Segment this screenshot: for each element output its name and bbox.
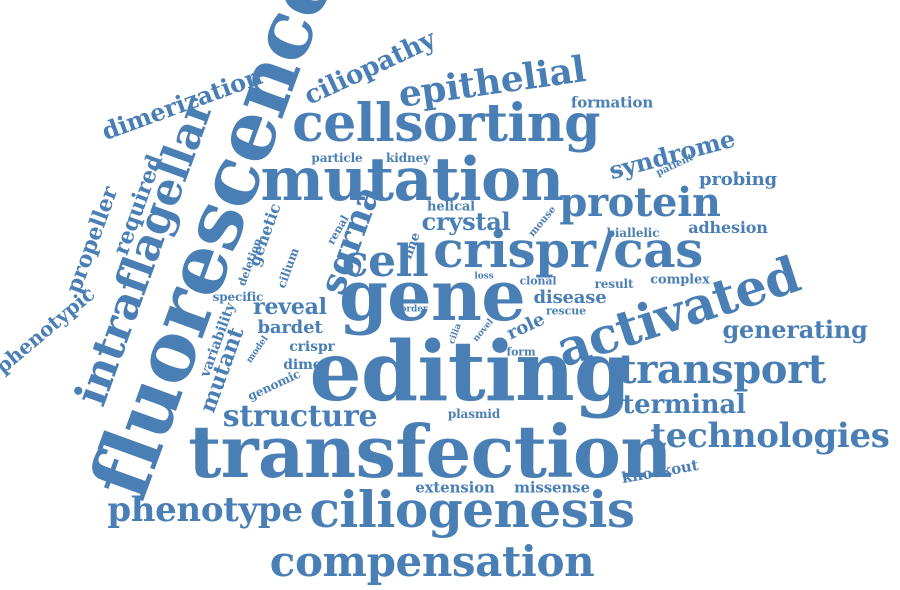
word: order — [400, 304, 428, 315]
word: mutation — [260, 145, 564, 215]
word: rescue — [545, 304, 587, 318]
word: structure — [222, 399, 378, 434]
word: loss — [474, 271, 494, 282]
word: probing — [699, 169, 777, 190]
word: adhesion — [688, 218, 768, 237]
word: dimer — [283, 357, 329, 373]
word: cellsorting — [292, 93, 600, 154]
word: particle — [311, 151, 363, 165]
word: crispr/cas — [433, 220, 703, 279]
word: form — [506, 345, 536, 359]
word: terminal — [622, 390, 746, 420]
word: missense — [514, 478, 590, 497]
word: gene — [338, 254, 526, 337]
word: kidney — [386, 151, 430, 165]
word: helical — [427, 199, 475, 215]
word: technologies — [650, 416, 890, 456]
word: cilium — [274, 246, 302, 290]
word: result — [594, 277, 634, 291]
word: extension — [415, 478, 495, 497]
word: cell — [341, 236, 429, 287]
word: genomic — [245, 366, 303, 404]
word: transfection — [188, 409, 672, 494]
word: plasmid — [447, 407, 501, 421]
word: bardet — [257, 317, 323, 338]
word: model — [244, 334, 271, 366]
word: compensation — [269, 537, 595, 586]
word: phenotype — [107, 490, 303, 530]
word: protein — [559, 179, 721, 226]
word: formation — [570, 93, 654, 112]
word: crystal — [421, 207, 511, 236]
word: reveal — [253, 294, 327, 320]
word: generating — [722, 315, 868, 344]
word: specific — [212, 290, 264, 304]
word: editing — [309, 324, 632, 420]
word: clonal — [519, 274, 557, 288]
word: disease — [533, 287, 607, 308]
word: biallelic — [606, 226, 660, 240]
word: ciliogenesis — [309, 480, 635, 539]
word: complex — [650, 272, 710, 288]
word: transport — [618, 346, 826, 393]
word: crispr — [289, 339, 335, 355]
